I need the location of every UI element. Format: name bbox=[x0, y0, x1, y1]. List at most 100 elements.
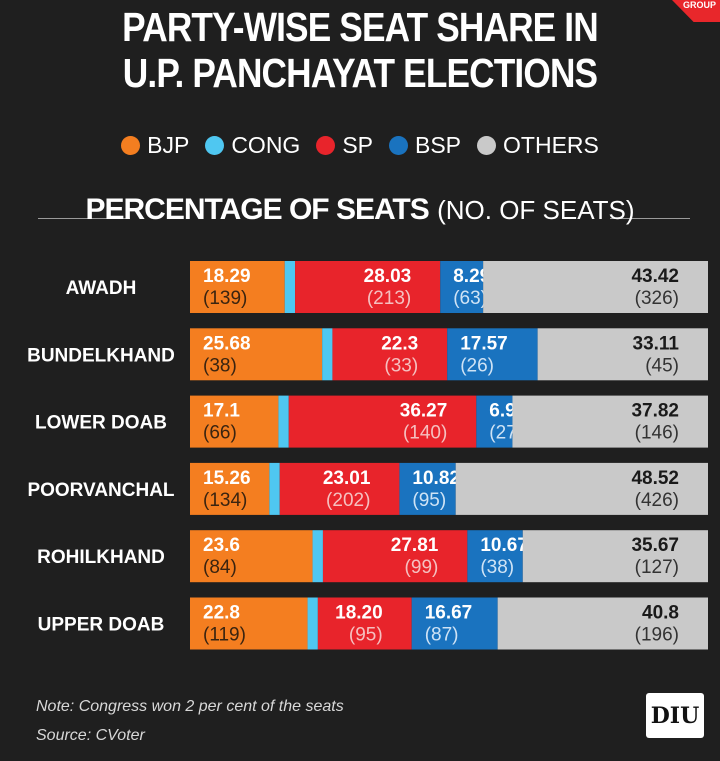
legend-swatch-others bbox=[477, 135, 497, 155]
data-label-awadh-bjp: 18.29 bbox=[203, 266, 251, 287]
data-label-awadh-others: 43.42 bbox=[631, 266, 679, 287]
bar-awadh-cong bbox=[284, 261, 296, 313]
subtitle-strong: PERCENTAGE OF SEATS bbox=[85, 193, 429, 226]
legend-label-sp: SP bbox=[342, 131, 373, 158]
data-label-poorvanchal-sp: 23.01 bbox=[323, 468, 371, 489]
diu-logo: DIU bbox=[646, 693, 704, 738]
legend: BJP CONG SP BSP OTHERS bbox=[0, 130, 720, 160]
legend-item-bsp: BSP bbox=[389, 132, 461, 159]
data-label-lower-doab-bjp: 17.1 bbox=[203, 401, 240, 422]
seat-label-upper-doab-sp: (95) bbox=[349, 625, 383, 646]
bar-rohilkhand-bjp bbox=[190, 530, 313, 583]
legend-swatch-bjp bbox=[121, 135, 141, 155]
bar-upper-doab-bjp bbox=[190, 597, 308, 650]
category-label-poorvanchal: POORVANCHAL bbox=[27, 480, 174, 501]
bar-bundelkhand-cong bbox=[322, 328, 333, 381]
bar-awadh-others bbox=[483, 261, 708, 313]
diu-logo-text: DIU bbox=[650, 702, 700, 729]
seat-label-awadh-sp: (213) bbox=[367, 288, 411, 309]
bar-bundelkhand-bsp bbox=[447, 328, 538, 381]
category-label-awadh: AWADH bbox=[66, 278, 137, 299]
bar-rohilkhand-sp bbox=[322, 530, 468, 583]
bar-rohilkhand-cong bbox=[312, 530, 323, 583]
bar-awadh-bsp bbox=[440, 261, 484, 313]
seat-label-lower-doab-bjp: (66) bbox=[203, 423, 237, 444]
bar-upper-doab-sp bbox=[317, 597, 412, 650]
legend-item-bjp: BJP bbox=[121, 132, 189, 159]
subtitle-rule-right bbox=[610, 218, 690, 219]
bar-poorvanchal-cong bbox=[269, 462, 280, 515]
data-label-poorvanchal-bjp: 15.26 bbox=[203, 468, 251, 489]
subtitle-light: (NO. OF SEATS) bbox=[437, 195, 635, 225]
data-label-poorvanchal-bsp: 10.82 bbox=[412, 468, 460, 489]
data-label-awadh-bsp: 8.29 bbox=[453, 266, 490, 287]
seat-label-rohilkhand-bsp: (38) bbox=[480, 557, 514, 578]
seat-label-upper-doab-others: (196) bbox=[635, 625, 679, 646]
title-line-2: U.P. PANCHAYAT ELECTIONS bbox=[122, 50, 598, 96]
seat-label-poorvanchal-others: (426) bbox=[635, 490, 679, 511]
seat-label-bundelkhand-bsp: (26) bbox=[460, 355, 494, 376]
seat-label-bundelkhand-others: (45) bbox=[645, 355, 679, 376]
subtitle: PERCENTAGE OF SEATS (NO. OF SEATS) bbox=[0, 192, 720, 228]
legend-label-bsp: BSP bbox=[415, 131, 462, 158]
data-label-awadh-sp: 28.03 bbox=[364, 266, 412, 287]
seat-label-bundelkhand-bjp: (38) bbox=[203, 355, 237, 376]
bar-rohilkhand-bsp bbox=[467, 530, 523, 583]
seat-label-rohilkhand-sp: (99) bbox=[405, 557, 439, 578]
data-label-upper-doab-bjp: 22.8 bbox=[203, 603, 240, 624]
legend-swatch-sp bbox=[316, 135, 336, 155]
category-label-lower-doab: LOWER DOAB bbox=[35, 413, 167, 434]
legend-item-cong: CONG bbox=[205, 132, 300, 159]
seat-label-lower-doab-others: (146) bbox=[635, 423, 679, 444]
seat-label-bundelkhand-sp: (33) bbox=[384, 355, 418, 376]
seat-label-poorvanchal-bsp: (95) bbox=[412, 490, 446, 511]
data-label-upper-doab-others: 40.8 bbox=[642, 603, 679, 624]
legend-label-cong: CONG bbox=[231, 131, 301, 158]
bar-lower-doab-bjp bbox=[190, 395, 279, 448]
bar-lower-doab-cong bbox=[278, 395, 289, 448]
data-label-rohilkhand-sp: 27.81 bbox=[391, 535, 439, 556]
legend-swatch-bsp bbox=[389, 135, 408, 155]
bar-poorvanchal-bsp bbox=[399, 462, 456, 515]
legend-item-sp: SP bbox=[316, 132, 373, 159]
bar-poorvanchal-others bbox=[455, 462, 708, 515]
legend-item-others: OTHERS bbox=[477, 132, 599, 159]
seat-label-awadh-bsp: (63) bbox=[453, 288, 487, 309]
category-label-upper-doab: UPPER DOAB bbox=[38, 615, 165, 636]
seat-label-lower-doab-sp: (140) bbox=[403, 423, 447, 444]
footnote-note: Note: Congress won 2 per cent of the sea… bbox=[36, 698, 344, 715]
data-label-poorvanchal-others: 48.52 bbox=[631, 468, 679, 489]
bar-upper-doab-others bbox=[497, 597, 708, 650]
data-label-bundelkhand-others: 33.11 bbox=[633, 333, 680, 354]
bar-bundelkhand-sp bbox=[332, 328, 448, 381]
legend-label-bjp: BJP bbox=[147, 131, 190, 158]
seat-label-poorvanchal-bjp: (134) bbox=[203, 490, 247, 511]
bar-poorvanchal-sp bbox=[279, 462, 400, 515]
bar-poorvanchal-bjp bbox=[190, 462, 270, 515]
bar-bundelkhand-others bbox=[537, 328, 708, 381]
seat-label-awadh-others: (326) bbox=[635, 288, 679, 309]
bar-awadh-bjp bbox=[190, 261, 285, 313]
seat-label-poorvanchal-sp: (202) bbox=[326, 490, 370, 511]
data-label-rohilkhand-others: 35.67 bbox=[631, 535, 679, 556]
category-label-bundelkhand: BUNDELKHAND bbox=[27, 345, 175, 366]
footnote: Note: Congress won 2 per cent of the sea… bbox=[36, 692, 344, 750]
footnote-source: Source: CVoter bbox=[36, 727, 145, 744]
title-line-1: PARTY-WISE SEAT SHARE IN bbox=[122, 4, 599, 50]
seat-label-upper-doab-bsp: (87) bbox=[425, 625, 459, 646]
chart-title: PARTY-WISE SEAT SHARE IN U.P. PANCHAYAT … bbox=[50, 4, 669, 96]
subtitle-row: PERCENTAGE OF SEATS (NO. OF SEATS) bbox=[0, 190, 720, 230]
data-label-upper-doab-bsp: 16.67 bbox=[425, 603, 473, 624]
data-label-bundelkhand-sp: 22.3 bbox=[381, 333, 418, 354]
seat-label-awadh-bjp: (139) bbox=[203, 288, 247, 309]
bar-lower-doab-sp bbox=[288, 395, 477, 448]
bar-awadh-sp bbox=[295, 261, 441, 313]
corner-badge-text: GROUP bbox=[682, 0, 716, 10]
bar-rohilkhand-others bbox=[522, 530, 708, 583]
data-label-lower-doab-others: 37.82 bbox=[631, 401, 679, 422]
bar-bundelkhand-bjp bbox=[190, 328, 323, 381]
bar-lower-doab-others bbox=[512, 395, 708, 448]
seat-label-upper-doab-bjp: (119) bbox=[203, 625, 246, 646]
data-label-rohilkhand-bsp: 10.67 bbox=[480, 535, 528, 556]
